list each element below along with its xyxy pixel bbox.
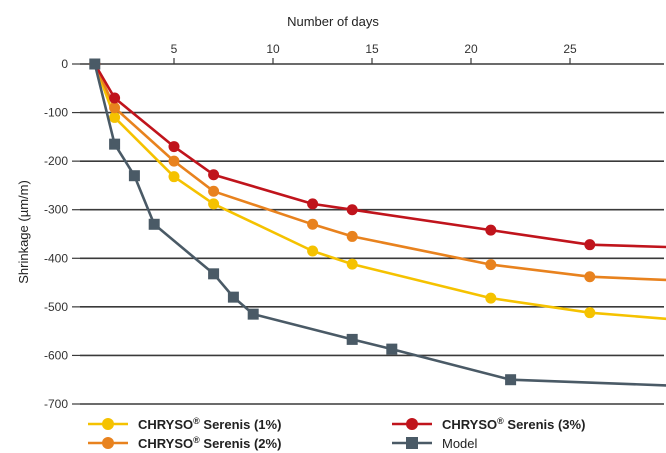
series-2-point-7: [584, 239, 596, 251]
series-lines: [89, 58, 666, 387]
series-1-point-1: [109, 102, 121, 114]
legend-brand-0: CHRYSO: [138, 417, 193, 432]
legend-marker-3: [406, 437, 418, 449]
series-3-point-6: [247, 308, 259, 320]
series-0-point-7: [584, 307, 596, 319]
series-3-point-5: [227, 291, 239, 303]
series-0-point-1: [109, 111, 121, 123]
series-1-point-4: [307, 218, 319, 230]
series-3-point-3: [148, 218, 160, 230]
series-3-point-1: [109, 138, 121, 150]
legend-reg-mark-2: ®: [497, 416, 504, 426]
series-3-point-2: [128, 170, 140, 182]
tick-labels: 0 -100 -200 -300 -400 -500 -600 -700 5 10 15 20 25: [44, 42, 577, 411]
series-3-point-9: [505, 374, 517, 386]
legend-brand-1: CHRYSO: [138, 436, 193, 451]
series-0-point-4: [307, 245, 319, 257]
legend-detail-2: Serenis (3%): [504, 417, 586, 432]
series-1-point-3: [208, 185, 220, 197]
legend-marker-1: [102, 437, 114, 449]
y-tick-label-1: -100: [44, 106, 68, 120]
y-tick-label-2: -200: [44, 154, 68, 168]
series-2-point-5: [346, 204, 358, 216]
series-2-point-6: [485, 224, 497, 236]
series-line-2: [93, 63, 666, 249]
legend-reg-mark-1: ®: [193, 435, 200, 445]
series-2-point-1: [109, 92, 121, 104]
series-0-point-2: [168, 171, 180, 183]
series-3-point-8: [386, 343, 398, 355]
x-tick-label-1: 10: [266, 42, 280, 56]
y-axis-title: Shrinkage (µm/m): [16, 180, 31, 284]
x-tick-label-3: 20: [464, 42, 478, 56]
y-tick-label-5: -500: [44, 300, 68, 314]
x-tick-label-2: 15: [365, 42, 379, 56]
series-1-point-6: [485, 259, 497, 271]
legend: CHRYSO® Serenis (1%)CHRYSO® Serenis (2%)…: [88, 416, 585, 451]
legend-label-3: Model: [442, 436, 478, 451]
y-tick-label-3: -300: [44, 203, 68, 217]
legend-brand-2: CHRYSO: [442, 417, 497, 432]
legend-reg-mark-0: ®: [193, 416, 200, 426]
series-1-point-7: [584, 271, 596, 283]
series-3-point-0: [89, 58, 101, 70]
series-2-point-4: [307, 198, 319, 210]
series-0-point-3: [208, 198, 220, 210]
legend-detail-1: Serenis (2%): [200, 436, 282, 451]
legend-label-1: CHRYSO® Serenis (2%): [138, 435, 281, 451]
series-3-point-4: [208, 268, 220, 280]
y-tick-label-0: 0: [61, 57, 68, 71]
x-axis-title: Number of days: [287, 14, 379, 29]
x-tick-label-4: 25: [563, 42, 577, 56]
legend-label-2: CHRYSO® Serenis (3%): [442, 416, 585, 432]
y-tick-label-6: -600: [44, 348, 68, 362]
y-tick-label-4: -400: [44, 251, 68, 265]
series-2-point-2: [168, 141, 180, 153]
series-3-point-7: [346, 333, 358, 345]
series-1-point-5: [346, 230, 358, 242]
y-tick-label-7: -700: [44, 397, 68, 411]
series-0-point-6: [485, 292, 497, 304]
series-2-point-3: [208, 169, 220, 181]
series-0-point-5: [346, 258, 358, 270]
legend-marker-0: [102, 418, 114, 430]
x-tick-label-0: 5: [171, 42, 178, 56]
series-1-point-2: [168, 155, 180, 167]
series-line-0: [93, 63, 666, 321]
legend-detail-0: Serenis (1%): [200, 417, 282, 432]
legend-label-0: CHRYSO® Serenis (1%): [138, 416, 281, 432]
legend-marker-2: [406, 418, 418, 430]
